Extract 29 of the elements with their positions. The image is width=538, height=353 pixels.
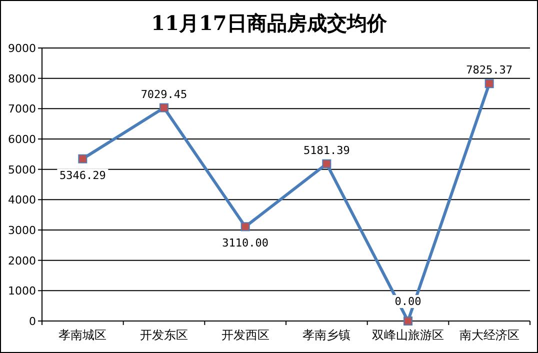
data-label: 5181.39 xyxy=(303,144,350,157)
x-tick-label: 双峰山旅游区 xyxy=(372,328,444,342)
y-tick-label: 2000 xyxy=(8,254,36,268)
data-label: 0.00 xyxy=(394,295,422,308)
data-label: 7029.45 xyxy=(140,88,188,101)
x-tick-label: 孝南乡镇 xyxy=(302,328,351,342)
y-tick-label: 3000 xyxy=(8,224,36,237)
point xyxy=(322,159,332,168)
y-tick-label: 5000 xyxy=(8,163,36,176)
point xyxy=(78,154,88,164)
y-tick-label: 1000 xyxy=(8,284,36,298)
y-tick-label: 8000 xyxy=(8,72,36,86)
x-tick-label: 开发西区 xyxy=(221,328,270,342)
data-label: 3110.00 xyxy=(222,236,269,250)
point xyxy=(404,316,412,326)
point xyxy=(484,79,494,88)
x-tick-label: 南大经济区 xyxy=(459,328,520,342)
y-tick-label: 9000 xyxy=(8,42,36,55)
y-tick-label: 6000 xyxy=(8,133,36,146)
y-tick-label: 7000 xyxy=(8,102,36,116)
x-tick-label: 开发东区 xyxy=(140,328,188,342)
data-label: 7825.37 xyxy=(466,64,513,77)
y-tick-label: 4000 xyxy=(8,194,36,207)
point xyxy=(240,222,250,232)
chart-title: 11月17日商品房成交均价 xyxy=(151,11,388,35)
y-tick-label: 0 xyxy=(29,315,36,328)
point xyxy=(160,103,168,112)
x-tick-label: 孝南城区 xyxy=(58,328,107,342)
data-label: 5346.29 xyxy=(59,168,106,182)
